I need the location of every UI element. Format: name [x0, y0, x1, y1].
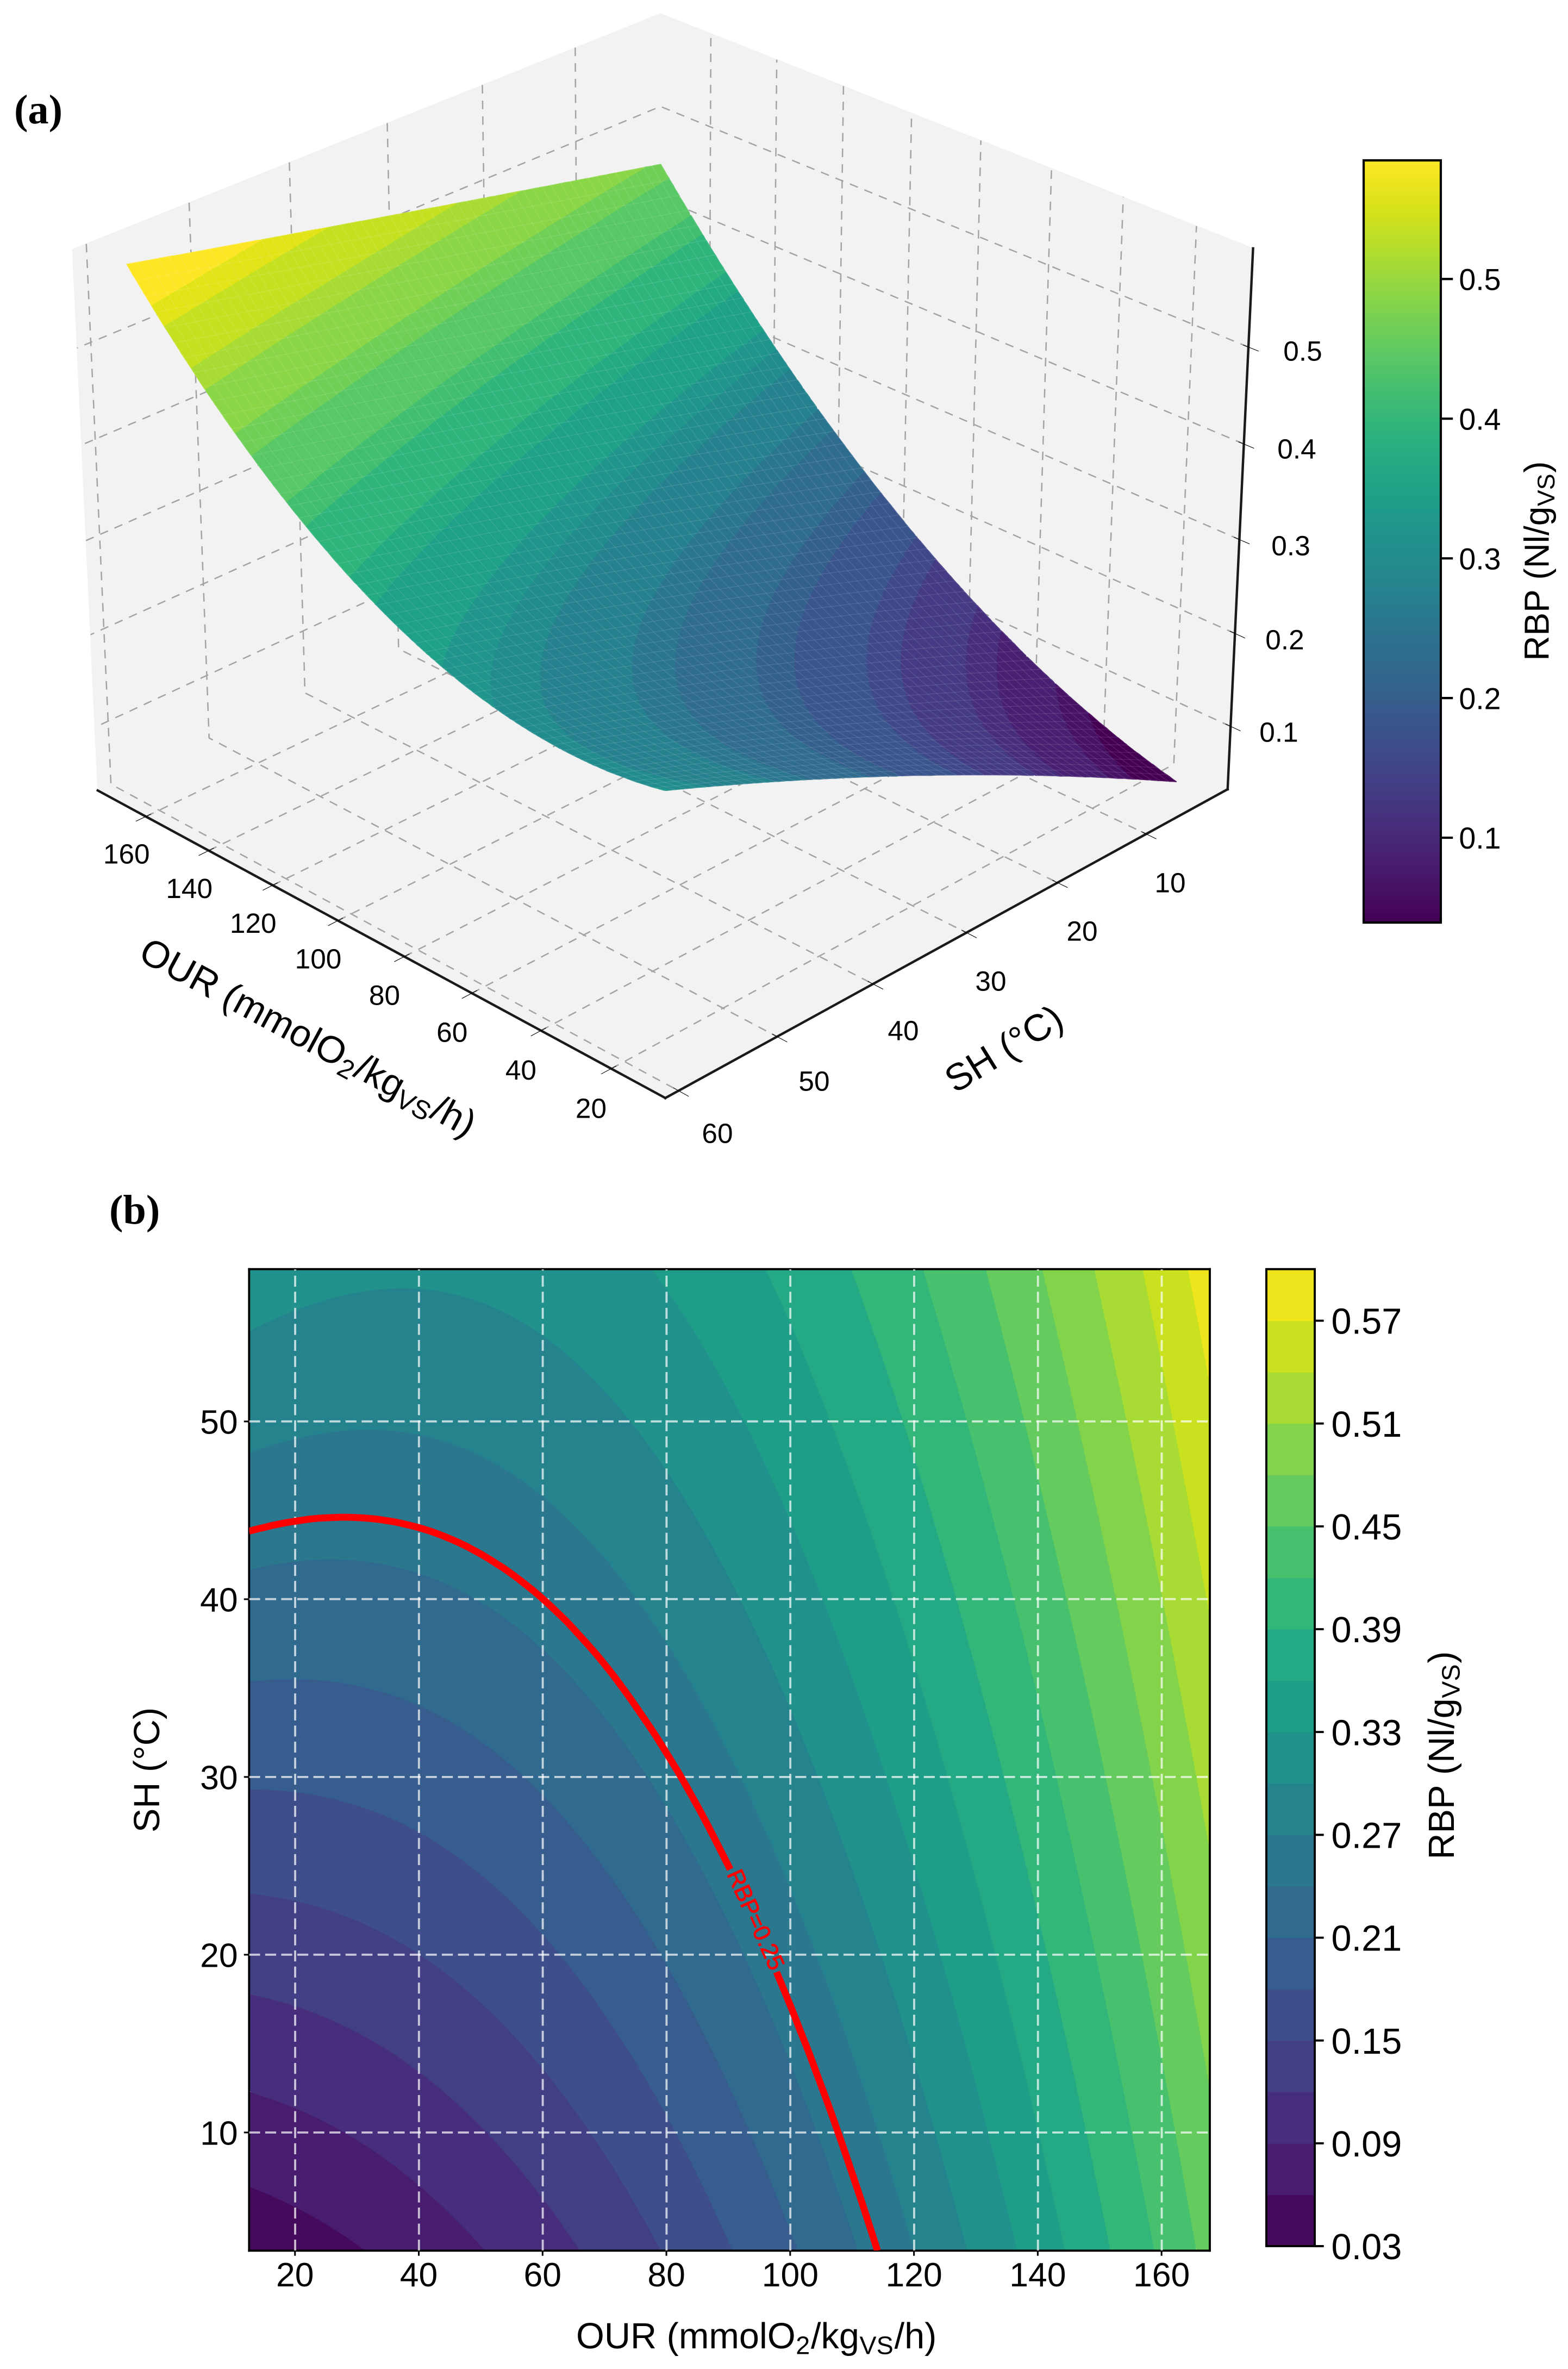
- svg-text:0.1: 0.1: [1259, 716, 1298, 747]
- svg-text:40: 40: [888, 1014, 919, 1046]
- svg-text:0.4: 0.4: [1459, 402, 1501, 436]
- svg-text:120: 120: [885, 2256, 942, 2294]
- svg-text:160: 160: [103, 838, 150, 870]
- svg-text:10: 10: [200, 2115, 238, 2153]
- svg-text:0.57: 0.57: [1332, 1302, 1402, 1342]
- svg-text:140: 140: [166, 872, 213, 904]
- svg-text:O U R (: O U R ( m m o l O / k g / h ) 2 V S: [131, 929, 486, 1150]
- svg-text:0.03: 0.03: [1332, 2227, 1402, 2267]
- svg-text:0.15: 0.15: [1332, 2022, 1402, 2062]
- svg-text:60: 60: [524, 2256, 562, 2294]
- svg-text:0.21: 0.21: [1332, 1919, 1402, 1959]
- svg-text:R B P (: R B P ( N l / g ) V S: [1422, 1648, 1465, 1860]
- svg-text:0.09: 0.09: [1332, 2124, 1402, 2165]
- svg-text:20: 20: [276, 2256, 314, 2294]
- svg-text:0.51: 0.51: [1332, 1405, 1402, 1445]
- svg-text:10: 10: [1154, 866, 1185, 898]
- svg-text:0.3: 0.3: [1271, 529, 1310, 561]
- svg-text:30: 30: [975, 965, 1006, 996]
- svg-text:0.5: 0.5: [1459, 263, 1501, 296]
- svg-text:0.39: 0.39: [1332, 1610, 1402, 1650]
- svg-text:(b): (b): [109, 1187, 160, 1233]
- svg-text:50: 50: [200, 1404, 238, 1442]
- svg-text:0.2: 0.2: [1265, 624, 1304, 655]
- svg-text:0.4: 0.4: [1277, 433, 1316, 464]
- svg-text:160: 160: [1133, 2256, 1190, 2294]
- svg-text:60: 60: [702, 1117, 733, 1149]
- svg-text:120: 120: [230, 907, 277, 939]
- svg-text:20: 20: [1066, 915, 1097, 946]
- svg-text:50: 50: [798, 1065, 829, 1096]
- svg-text:0.2: 0.2: [1459, 682, 1501, 715]
- svg-text:SH (°C): SH (°C): [127, 1707, 167, 1832]
- svg-text:60: 60: [436, 1016, 467, 1048]
- svg-text:0.27: 0.27: [1332, 1816, 1402, 1856]
- svg-text:100: 100: [762, 2256, 819, 2294]
- svg-text:O U R (: O U R ( m m o l O / k g / h ) 2 V S: [576, 2316, 940, 2360]
- svg-text:(a): (a): [14, 86, 63, 133]
- svg-text:0.3: 0.3: [1459, 542, 1501, 576]
- svg-text:0.5: 0.5: [1283, 335, 1322, 366]
- svg-text:0.1: 0.1: [1459, 821, 1501, 855]
- svg-text:0.45: 0.45: [1332, 1507, 1402, 1548]
- svg-text:40: 40: [505, 1054, 536, 1086]
- svg-text:40: 40: [200, 1581, 238, 1619]
- svg-text:30: 30: [200, 1759, 238, 1797]
- svg-text:80: 80: [647, 2256, 685, 2294]
- svg-text:R B P (: R B P ( N l / g ) V S: [1517, 458, 1560, 661]
- svg-text:40: 40: [400, 2256, 438, 2294]
- svg-text:80: 80: [369, 979, 400, 1011]
- svg-text:20: 20: [200, 1937, 238, 1975]
- svg-text:0.33: 0.33: [1332, 1713, 1402, 1753]
- svg-text:140: 140: [1009, 2256, 1066, 2294]
- svg-text:20: 20: [576, 1092, 607, 1124]
- svg-text:100: 100: [295, 943, 342, 975]
